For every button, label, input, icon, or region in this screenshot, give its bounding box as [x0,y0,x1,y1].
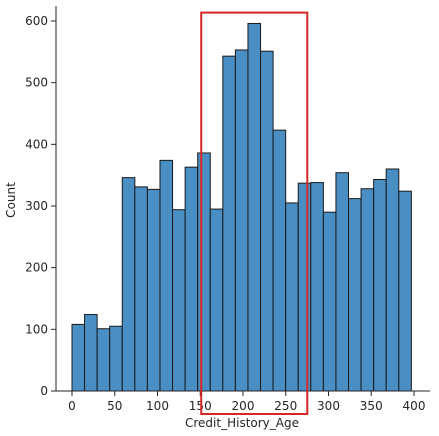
y-tick-label: 300 [25,199,48,213]
histogram-bar [96,328,111,392]
histogram-bar [184,166,199,392]
histogram-bar [360,188,375,392]
x-tick-label: 0 [68,399,76,413]
histogram-bar [134,186,148,392]
y-ticks: 0 100 200 300 400 500 600 [25,14,56,398]
histogram-bar [385,168,400,392]
highlight-box [200,11,309,415]
histogram-bar [121,177,136,392]
histogram-bar [234,49,249,392]
y-tick-label: 400 [25,137,48,151]
histogram-bar [109,325,123,392]
histogram-bar [159,159,174,392]
histogram-bar [172,209,186,392]
histogram-bars [71,22,412,392]
histogram-bar [247,22,262,392]
histogram-bar [310,182,324,392]
histogram-bar [272,129,287,392]
y-tick-label: 0 [40,384,48,398]
histogram-bar [335,172,350,392]
histogram-bar [146,188,161,392]
x-tick-label: 400 [403,399,426,413]
histogram-bar [209,208,224,392]
x-axis-title: Credit_History_Age [185,416,299,430]
histogram-bar [260,50,274,392]
histogram-bar [373,178,387,392]
x-tick-label: 250 [274,399,297,413]
histogram-bar [71,323,86,392]
histogram-bar [348,198,362,392]
histogram-bar [84,314,98,392]
x-tick-label: 350 [360,399,383,413]
x-ticks: 0 50 100 150 200 250 300 350 400 [68,391,425,413]
histogram-bar [398,190,412,392]
histogram-bar [322,211,337,392]
x-tick-label: 300 [317,399,340,413]
y-tick-label: 500 [25,76,48,90]
y-tick-label: 200 [25,261,48,275]
histogram-bar [222,55,236,392]
y-tick-label: 600 [25,14,48,28]
x-tick-label: 100 [146,399,169,413]
histogram-bar [285,202,299,392]
y-axis-title: Count [4,182,18,218]
y-tick-label: 100 [25,322,48,336]
x-tick-label: 200 [232,399,255,413]
histogram-bar [297,182,312,392]
histogram-bar [197,152,211,392]
x-tick-label: 50 [107,399,122,413]
